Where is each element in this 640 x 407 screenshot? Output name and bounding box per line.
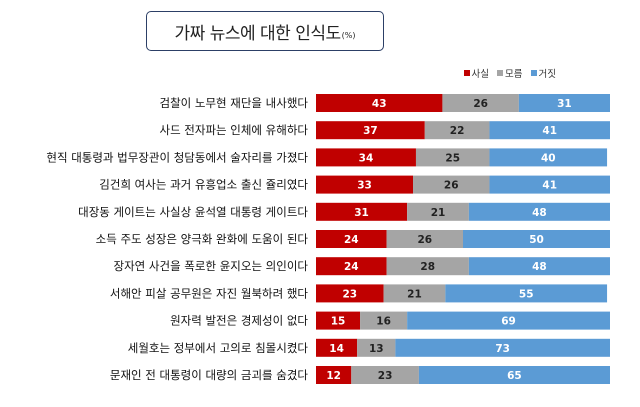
bar-segment-fake <box>463 230 610 248</box>
data-label-fact: 34 <box>359 152 374 164</box>
bar-segment-unknown <box>386 230 463 248</box>
bar-segment-fact <box>316 121 425 140</box>
bar-segment-fake <box>468 257 610 276</box>
chart-unit: (%) <box>341 30 356 40</box>
data-label-unknown: 28 <box>420 261 435 273</box>
data-label-unknown: 26 <box>417 234 432 246</box>
category-label: 원자력 발전은 경제성이 없다 <box>170 314 308 328</box>
bar-segment-fake <box>418 366 610 384</box>
data-label-fake: 73 <box>495 343 510 355</box>
bar-segment-unknown <box>386 257 469 276</box>
bar-segment-fact <box>316 230 387 248</box>
data-label-fake: 65 <box>507 370 522 382</box>
category-label: 소득 주도 성장은 양극화 완화에 도움이 된다 <box>96 232 309 246</box>
data-label-fact: 14 <box>329 343 344 355</box>
data-label-fake: 48 <box>532 261 547 273</box>
data-label-fake: 40 <box>541 152 556 164</box>
data-label-unknown: 26 <box>444 180 459 192</box>
data-label-unknown: 23 <box>378 370 393 382</box>
data-label-fact: 23 <box>342 288 357 300</box>
category-label: 김건희 여사는 과거 유흥업소 출신 쥴리였다 <box>99 178 308 192</box>
bar-segment-unknown <box>415 148 490 167</box>
bar-segment-fact <box>316 202 408 221</box>
bar-segment-fact <box>316 311 361 330</box>
data-label-fact: 37 <box>363 125 378 137</box>
bar-segment-unknown <box>383 284 446 303</box>
bar-segment-fake <box>518 94 610 112</box>
bar-segment-fact <box>316 148 416 167</box>
bar-segment-fact <box>316 284 384 303</box>
data-label-unknown: 16 <box>376 316 391 328</box>
legend-label-fact: 사실 <box>471 69 490 80</box>
bar-segment-fake <box>407 311 610 330</box>
bar-segment-fake <box>468 202 610 221</box>
category-label: 사드 전자파는 인체에 유해하다 <box>159 123 308 137</box>
data-label-unknown: 22 <box>450 125 465 137</box>
data-label-fake: 55 <box>519 288 534 300</box>
legend-item-unknown: 모름 <box>497 66 523 80</box>
legend-swatch-unknown <box>497 70 504 76</box>
data-label-unknown: 21 <box>407 288 422 300</box>
category-label: 현직 대통령과 법무장관이 청담동에서 술자리를 가졌다 <box>46 150 308 164</box>
bar-segment-unknown <box>351 366 419 384</box>
legend: 사실 모름 거짓 <box>463 66 556 80</box>
bar-segment-fake <box>489 175 610 194</box>
legend-swatch-fake <box>530 70 537 76</box>
data-label-fact: 43 <box>372 98 387 110</box>
category-label: 세월호는 정부에서 고의로 침몰시켰다 <box>128 341 309 355</box>
data-label-unknown: 26 <box>473 98 488 110</box>
data-label-unknown: 21 <box>431 207 446 219</box>
bar-segment-fake <box>489 148 608 167</box>
bar-segment-unknown <box>442 94 519 112</box>
category-label: 서해안 피살 공무원은 자진 월북하려 했다 <box>110 286 309 300</box>
bar-segment-fake <box>445 284 608 303</box>
data-label-fact: 24 <box>344 234 359 246</box>
bar-segment-fake <box>395 338 610 357</box>
data-label-fake: 31 <box>557 98 572 110</box>
chart-title-box: 가짜 뉴스에 대한 인식도 (%) <box>146 11 384 51</box>
bar-segment-fact <box>316 257 387 276</box>
data-label-unknown: 13 <box>369 343 384 355</box>
bar-segment-fake <box>489 121 610 140</box>
legend-label-fake: 거짓 <box>538 69 556 80</box>
data-label-fact: 24 <box>344 261 359 273</box>
data-label-unknown: 25 <box>445 152 460 164</box>
legend-item-fake: 거짓 <box>530 66 556 80</box>
bar-segment-unknown <box>424 121 490 140</box>
bar-segment-unknown <box>413 175 490 194</box>
category-label: 장자연 사건을 폭로한 윤지오는 의인이다 <box>114 259 309 273</box>
bar-segment-fact <box>316 94 443 112</box>
data-label-fake: 48 <box>532 207 547 219</box>
category-label: 대장동 게이트는 사실상 윤석열 대통령 게이트다 <box>78 205 308 219</box>
bar-segment-fact <box>316 366 352 384</box>
legend-swatch-fact <box>463 70 470 76</box>
data-label-fake: 50 <box>529 234 544 246</box>
data-label-fact: 33 <box>357 180 372 192</box>
bar-segment-unknown <box>357 338 396 357</box>
legend-item-fact: 사실 <box>463 66 490 80</box>
bar-segment-fact <box>316 338 358 357</box>
bar-segment-unknown <box>407 202 469 221</box>
data-label-fake: 69 <box>501 316 516 328</box>
data-label-fake: 41 <box>542 180 557 192</box>
bar-segment-fact <box>316 175 414 194</box>
data-label-fake: 41 <box>542 125 557 137</box>
legend-label-unknown: 모름 <box>505 69 523 80</box>
data-label-fact: 31 <box>354 207 369 219</box>
category-label: 문재인 전 대통령이 대량의 금괴를 숨겼다 <box>110 368 309 382</box>
data-label-fact: 12 <box>326 370 341 382</box>
category-label: 검찰이 노무현 재단을 내사했다 <box>159 96 308 110</box>
bar-segment-unknown <box>360 311 408 330</box>
data-label-fact: 15 <box>331 316 346 328</box>
chart-title: 가짜 뉴스에 대한 인식도 <box>174 23 342 44</box>
